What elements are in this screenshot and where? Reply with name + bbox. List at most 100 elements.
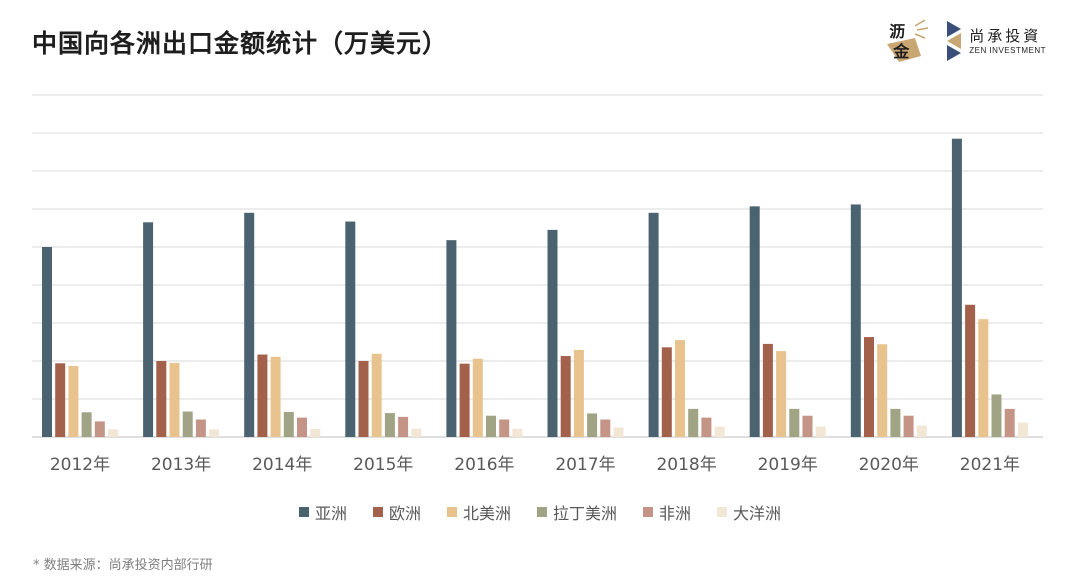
bar-大洋洲-2019年 [815,426,826,437]
bar-欧洲-2012年 [55,363,66,437]
x-tick-label: 2021年 [960,455,1020,475]
bar-拉丁美洲-2016年 [486,415,496,437]
bar-非洲-2013年 [195,419,206,437]
bar-亚洲-2012年 [42,247,52,437]
bar-北美洲-2015年 [371,353,382,437]
legend-item: 北美洲 [446,500,511,524]
logo-group: 沥 金 尚承投資 ZEN INVESTMENT [885,16,1046,64]
legend-label: 欧洲 [388,504,421,523]
bar-非洲-2015年 [398,416,409,437]
chart-legend: 亚洲 欧洲 北美洲 拉丁美洲 非洲 大洋洲 [0,500,1080,524]
bar-欧洲-2014年 [257,354,268,437]
x-tick-label: 2018年 [656,455,716,475]
bar-拉丁美洲-2013年 [182,411,193,437]
bar-拉丁美洲-2012年 [81,412,92,437]
legend-swatch [643,507,654,517]
lijin-logo-shape-icon [887,19,929,62]
bar-拉丁美洲-2015年 [384,413,395,437]
bar-北美洲-2020年 [877,344,888,437]
x-tick-label: 2014年 [252,455,312,475]
bar-非洲-2012年 [94,421,105,437]
bar-欧洲-2018年 [661,347,672,437]
bar-亚洲-2014年 [244,212,255,437]
legend-swatch [298,507,309,517]
x-tick-label: 2013年 [151,455,211,475]
bar-北美洲-2017年 [573,349,584,437]
bar-大洋洲-2015年 [411,428,422,437]
legend-item: 拉丁美洲 [537,500,617,524]
bar-大洋洲-2018年 [714,426,725,437]
zen-logo-cn: 尚承投資 [969,27,1042,45]
bar-拉丁美洲-2019年 [789,408,800,437]
bar-亚洲-2021年 [951,138,962,437]
bar-大洋洲-2013年 [209,429,220,437]
bar-北美洲-2016年 [472,358,483,437]
bar-拉丁美洲-2017年 [587,413,598,437]
bar-北美洲-2013年 [169,362,180,437]
bar-北美洲-2019年 [776,351,787,437]
lijin-char-1: 沥 [889,22,906,41]
bar-非洲-2016年 [499,419,510,437]
legend-label: 北美洲 [462,504,511,523]
lijin-logo: 沥 金 [885,16,929,64]
bar-大洋洲-2020年 [916,425,927,437]
legend-item: 欧洲 [372,500,421,524]
bar-欧洲-2021年 [965,304,976,437]
legend-swatch [372,507,383,517]
legend-label: 亚洲 [314,504,347,523]
data-source-note: * 数据来源：尚承投资内部行研 [33,558,213,573]
legend-label: 大洋洲 [733,504,782,523]
bar-亚洲-2016年 [446,240,457,437]
bar-欧洲-2016年 [459,363,470,437]
bar-欧洲-2019年 [762,343,773,437]
x-tick-label: 2020年 [859,455,919,475]
zen-logo-mark-icon [947,21,962,61]
bar-非洲-2021年 [1004,408,1015,437]
bar-北美洲-2021年 [978,319,989,437]
bar-亚洲-2019年 [749,206,760,437]
legend-label: 拉丁美洲 [553,504,618,523]
bar-拉丁美洲-2018年 [688,408,699,437]
bar-欧洲-2013年 [156,361,167,437]
bar-北美洲-2018年 [675,340,685,437]
bar-北美洲-2014年 [270,356,281,437]
legend-item: 大洋洲 [717,500,781,524]
bar-大洋洲-2014年 [310,429,321,437]
bar-非洲-2020年 [903,415,914,437]
chart-title: 中国向各洲出口金额统计（万美元） [32,29,449,58]
bar-欧洲-2017年 [560,356,571,437]
bar-非洲-2019年 [802,415,813,437]
x-tick-label: 2019年 [758,455,818,475]
bar-欧洲-2015年 [358,361,369,437]
bar-亚洲-2018年 [648,212,659,437]
bar-亚洲-2015年 [345,221,356,437]
legend-swatch [717,507,728,517]
legend-swatch [446,507,457,517]
x-tick-label: 2015年 [353,455,413,475]
bar-亚洲-2020年 [850,204,861,437]
bar-非洲-2014年 [297,417,307,437]
legend-item: 非洲 [643,500,691,524]
zen-logo: 尚承投資 ZEN INVESTMENT [943,19,1046,61]
bar-北美洲-2012年 [68,365,79,437]
bar-欧洲-2020年 [864,337,874,437]
bar-大洋洲-2016年 [512,428,523,437]
bar-拉丁美洲-2021年 [991,394,1002,437]
legend-swatch [537,507,547,517]
bar-拉丁美洲-2014年 [283,411,294,437]
bar-非洲-2017年 [600,419,611,437]
bar-非洲-2018年 [701,417,712,437]
legend-label: 非洲 [659,504,692,523]
bar-亚洲-2017年 [547,229,558,437]
legend-item: 亚洲 [298,500,347,524]
bar-chart: 2012年 2013年 2014年 2015年 2016年 2017年 2018年 2019年… [32,94,1043,475]
bar-大洋洲-2021年 [1017,422,1028,437]
zen-logo-en: ZEN INVESTMENT [969,46,1046,55]
bar-大洋洲-2017年 [613,427,624,437]
bar-大洋洲-2012年 [108,429,118,437]
lijin-char-2: 金 [893,42,910,61]
x-tick-label: 2016年 [454,455,514,475]
x-tick-label: 2012年 [50,455,110,475]
bar-拉丁美洲-2020年 [890,408,901,437]
bar-亚洲-2013年 [143,222,154,437]
